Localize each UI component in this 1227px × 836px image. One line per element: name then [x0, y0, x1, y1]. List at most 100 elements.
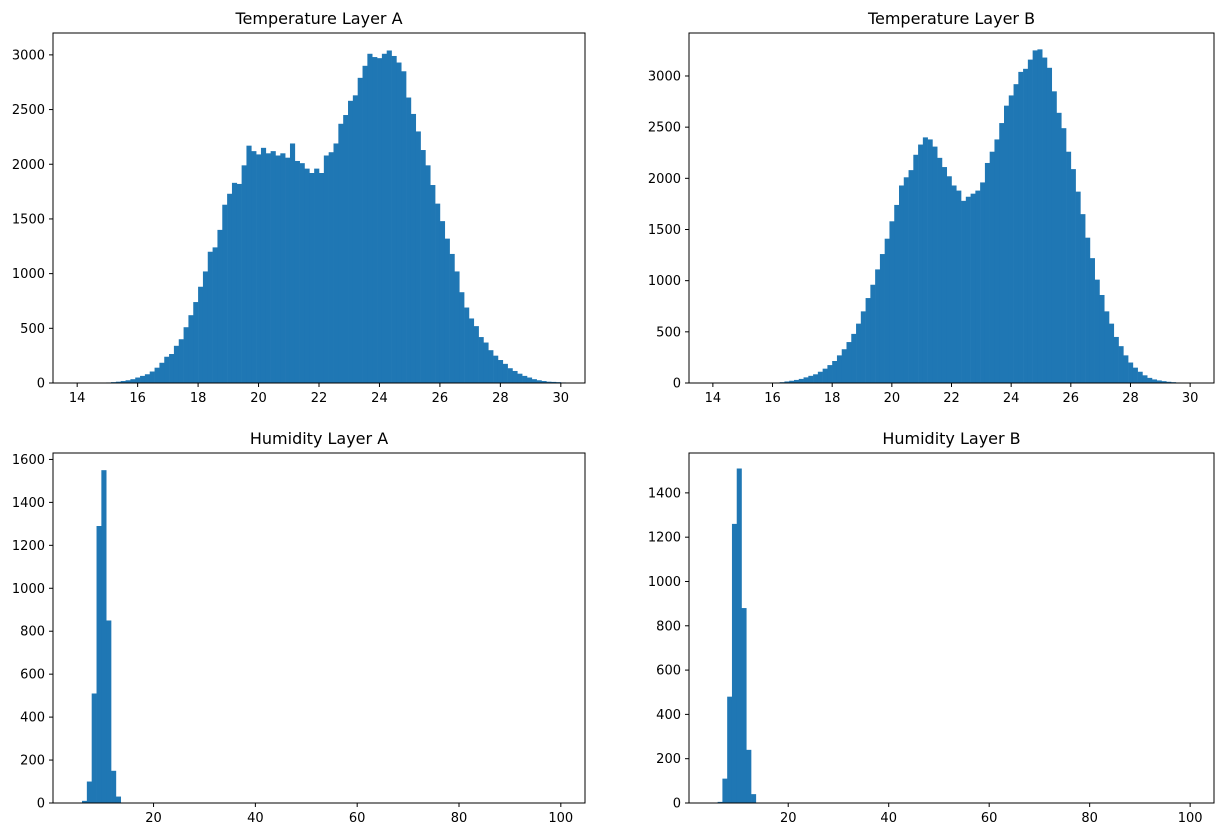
histogram-bar — [164, 356, 170, 383]
histogram-bar — [1027, 59, 1033, 384]
histogram-bar — [468, 318, 475, 383]
histogram-bar — [236, 183, 242, 383]
y-tick-label: 200 — [656, 752, 681, 767]
histogram-bar — [970, 193, 976, 383]
histogram-bar — [217, 229, 223, 384]
y-tick-label: 0 — [37, 377, 45, 392]
y-tick-label: 1000 — [648, 274, 681, 289]
histogram-bar — [323, 155, 329, 383]
histogram-bar — [736, 468, 742, 803]
y-tick-label: 1400 — [648, 486, 681, 501]
histogram-bar — [1147, 377, 1153, 383]
x-tick-label: 28 — [492, 391, 509, 406]
histogram-bar — [159, 362, 165, 383]
y-tick-label: 600 — [20, 668, 45, 683]
y-tick-label: 1000 — [648, 575, 681, 590]
x-tick-label: 20 — [250, 391, 267, 406]
histogram-bar — [1089, 258, 1095, 383]
histogram-bar — [841, 349, 847, 383]
histogram-bar — [1128, 362, 1134, 383]
histogram-bar — [483, 342, 489, 383]
x-tick-label: 24 — [371, 391, 388, 406]
histogram-bar — [1142, 375, 1148, 383]
y-tick-label: 1600 — [12, 453, 45, 468]
chart-title: Temperature Layer B — [867, 9, 1035, 28]
histogram-bar — [497, 360, 504, 383]
histogram-bar — [941, 167, 948, 383]
histogram-bar — [473, 326, 479, 384]
histogram-bar — [813, 374, 819, 383]
histogram-bar — [1004, 105, 1010, 383]
histogram-bar — [1166, 381, 1172, 383]
x-tick-label: 18 — [824, 391, 841, 406]
histogram-bar — [1056, 112, 1062, 383]
histogram-bar — [173, 345, 180, 383]
histogram-bar — [294, 160, 300, 383]
histogram-bar — [879, 254, 885, 383]
histogram-bar — [541, 381, 547, 383]
x-tick-label: 40 — [247, 811, 264, 826]
histogram-bar — [526, 377, 533, 383]
histogram-bar — [367, 53, 373, 383]
y-tick-label: 1500 — [648, 223, 681, 238]
histogram-bar — [401, 71, 407, 383]
histogram-bar — [827, 365, 833, 383]
histogram-bar — [430, 185, 436, 383]
histogram-bar — [1023, 68, 1029, 383]
histogram-bar — [101, 470, 107, 803]
histogram-bar — [357, 77, 363, 383]
histogram-bar — [227, 193, 233, 383]
x-tick-label: 60 — [981, 811, 998, 826]
histogram-bar — [965, 196, 971, 383]
histogram-bar — [348, 100, 354, 383]
histogram-bar — [903, 177, 909, 383]
histogram-bar — [517, 373, 523, 383]
histogram-bar — [314, 168, 320, 383]
histogram-bar — [1156, 380, 1162, 383]
histogram-bar — [870, 284, 876, 383]
histogram-bar — [746, 749, 752, 803]
histogram-bar — [343, 115, 349, 383]
histogram-bar — [1018, 71, 1024, 383]
histogram-bar — [961, 200, 967, 383]
y-tick-label: 1400 — [12, 496, 45, 511]
y-tick-label: 1000 — [12, 582, 45, 597]
histogram-bars — [101, 50, 571, 384]
histogram-bar — [149, 371, 155, 383]
y-tick-label: 2000 — [12, 158, 45, 173]
x-tick-label: 26 — [1063, 391, 1080, 406]
y-tick-label: 400 — [656, 708, 681, 723]
histogram-bar — [832, 361, 838, 383]
histogram-bar — [784, 381, 790, 383]
x-tick-label: 100 — [1178, 811, 1203, 826]
x-tick-label: 100 — [548, 811, 573, 826]
histogram-bar — [1046, 67, 1053, 384]
histogram-bar — [459, 292, 465, 383]
histogram-bar — [808, 375, 814, 383]
histogram-bar — [522, 375, 528, 383]
histogram-bar — [1109, 323, 1115, 383]
histogram-bars — [770, 49, 1186, 384]
histogram-bar — [908, 170, 914, 383]
x-tick-label: 22 — [311, 391, 328, 406]
chart-title: Humidity Layer B — [882, 429, 1020, 448]
y-tick-label: 0 — [673, 797, 681, 812]
histogram-bar — [222, 204, 228, 383]
histogram-bar — [260, 147, 267, 383]
histogram-bar — [338, 123, 344, 383]
histogram-bar — [999, 123, 1005, 383]
chart-title: Temperature Layer A — [234, 9, 402, 28]
histogram-bar — [531, 379, 537, 383]
x-tick-label: 16 — [764, 391, 781, 406]
histogram-bar — [1008, 95, 1014, 384]
histogram-bar — [860, 311, 866, 383]
histogram-bar — [536, 380, 542, 383]
y-tick-label: 1200 — [648, 531, 681, 546]
histogram-bar — [884, 238, 890, 383]
histogram-bar — [946, 176, 952, 383]
histogram-bar — [454, 271, 460, 383]
histogram-bar — [464, 307, 470, 383]
histogram-bar — [120, 381, 126, 383]
histogram-bar — [984, 162, 990, 383]
histogram-bar — [106, 620, 112, 803]
